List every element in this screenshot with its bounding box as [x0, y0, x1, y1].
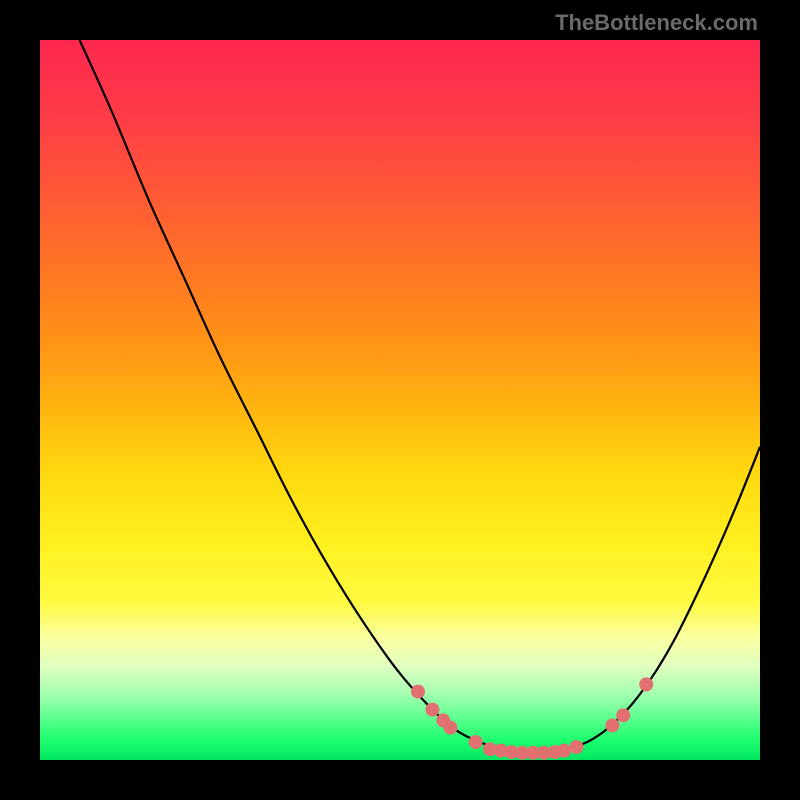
- data-marker: [557, 744, 571, 758]
- watermark-text: TheBottleneck.com: [555, 10, 758, 36]
- chart-area: [40, 40, 760, 760]
- data-marker: [569, 740, 583, 754]
- data-marker: [443, 721, 457, 735]
- data-marker: [425, 703, 439, 717]
- data-marker: [639, 677, 653, 691]
- data-marker: [616, 708, 630, 722]
- data-marker: [605, 718, 619, 732]
- data-marker: [469, 735, 483, 749]
- data-marker: [411, 685, 425, 699]
- chart-container: TheBottleneck.com: [0, 0, 800, 800]
- gradient-background: [40, 40, 760, 760]
- bottleneck-curve-chart: [40, 40, 760, 760]
